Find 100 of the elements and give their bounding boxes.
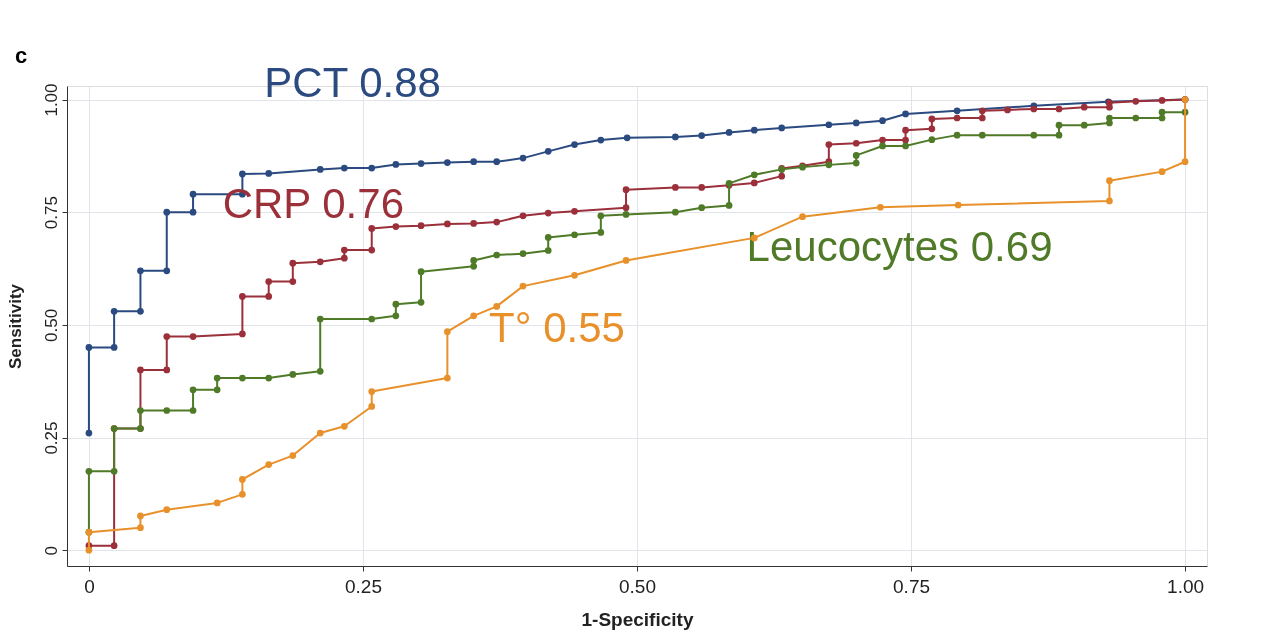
- point: [368, 388, 376, 395]
- point: [622, 186, 630, 194]
- point: [1158, 114, 1166, 122]
- point: [519, 282, 527, 290]
- point: [239, 476, 246, 483]
- y-tick-label: 0.50: [41, 308, 61, 342]
- point: [597, 229, 605, 236]
- point: [316, 429, 324, 437]
- point: [368, 315, 376, 323]
- point: [110, 344, 118, 351]
- point: [189, 407, 197, 414]
- point: [1055, 105, 1063, 113]
- point: [672, 208, 679, 216]
- point: [1181, 158, 1189, 166]
- point: [213, 499, 221, 507]
- point: [470, 262, 478, 270]
- point: [725, 129, 733, 136]
- point: [340, 164, 348, 172]
- series-label: CRP 0.76: [222, 180, 404, 228]
- point: [953, 107, 961, 115]
- point: [698, 132, 706, 139]
- point: [902, 110, 909, 118]
- point: [778, 124, 786, 132]
- point: [417, 160, 425, 167]
- point: [417, 222, 425, 230]
- series-label: Leucocytes 0.69: [746, 223, 1053, 271]
- point: [163, 267, 171, 275]
- point: [1106, 119, 1113, 127]
- point: [571, 271, 578, 279]
- point: [163, 208, 171, 216]
- point: [852, 159, 860, 167]
- point: [137, 512, 144, 520]
- point: [571, 231, 578, 239]
- series-label: PCT 0.88: [264, 58, 441, 106]
- point: [750, 171, 758, 179]
- point: [1158, 97, 1166, 104]
- point: [597, 212, 605, 220]
- point: [825, 121, 833, 129]
- point: [544, 209, 552, 217]
- point: [470, 220, 478, 227]
- point: [493, 303, 501, 310]
- point: [137, 524, 144, 532]
- point: [163, 366, 171, 374]
- point: [1055, 131, 1063, 139]
- point: [1030, 131, 1038, 139]
- point: [928, 125, 936, 133]
- point: [672, 184, 679, 191]
- point: [493, 218, 501, 226]
- point: [928, 115, 936, 123]
- point: [852, 119, 860, 127]
- point: [289, 259, 297, 267]
- point: [470, 312, 478, 320]
- point: [1132, 114, 1140, 122]
- point: [978, 114, 986, 122]
- point: [953, 131, 961, 139]
- point: [163, 333, 171, 340]
- point: [672, 133, 679, 141]
- point: [265, 170, 273, 177]
- point: [189, 386, 197, 394]
- point: [852, 139, 860, 147]
- point: [519, 154, 527, 162]
- point: [137, 407, 144, 414]
- point: [444, 328, 451, 335]
- point: [392, 312, 400, 320]
- point: [392, 300, 400, 308]
- point: [544, 148, 552, 155]
- point: [110, 542, 118, 550]
- point: [750, 126, 758, 134]
- point: [239, 170, 246, 178]
- point: [265, 374, 273, 382]
- point: [85, 468, 93, 475]
- point: [778, 172, 786, 180]
- point: [392, 223, 400, 230]
- point: [876, 203, 884, 211]
- point: [544, 247, 552, 254]
- point: [85, 344, 93, 351]
- point: [493, 158, 501, 166]
- point: [928, 136, 936, 143]
- point: [444, 374, 451, 382]
- point: [571, 207, 578, 215]
- point: [1080, 121, 1088, 129]
- point: [110, 308, 118, 315]
- x-tick-label: 0.75: [893, 575, 931, 597]
- point: [470, 158, 478, 166]
- point: [189, 208, 197, 216]
- point: [698, 184, 706, 191]
- point: [340, 246, 348, 254]
- y-tick-label: 0.75: [41, 196, 61, 230]
- point: [316, 315, 324, 323]
- point: [213, 386, 221, 394]
- point: [1004, 106, 1011, 114]
- point: [1158, 108, 1166, 116]
- x-tick-label: 0.50: [619, 575, 656, 597]
- point: [392, 161, 400, 168]
- point: [879, 142, 886, 150]
- point: [444, 159, 451, 166]
- point: [239, 293, 246, 300]
- point: [265, 278, 273, 285]
- point: [137, 308, 144, 315]
- point: [368, 246, 376, 254]
